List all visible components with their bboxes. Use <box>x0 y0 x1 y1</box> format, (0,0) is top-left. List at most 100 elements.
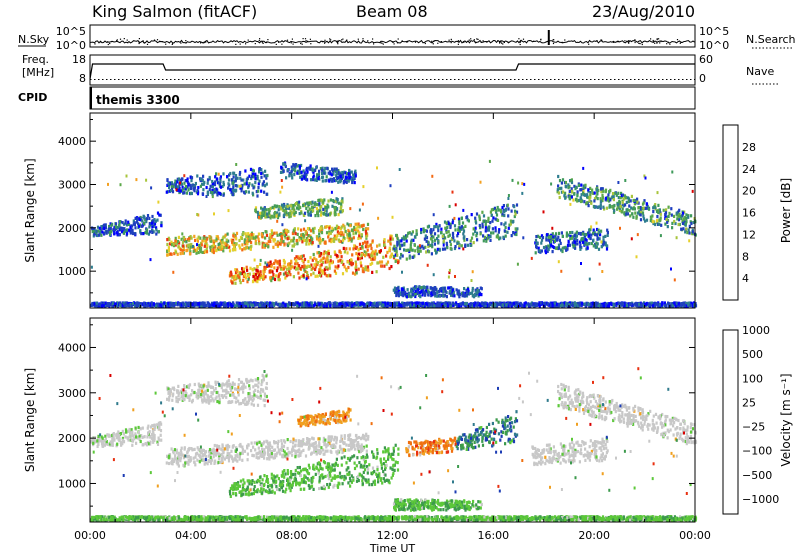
power-cell <box>630 206 633 210</box>
nsearch-point <box>414 41 417 43</box>
power-cell <box>302 254 305 258</box>
power-cell <box>302 204 305 208</box>
power-cell <box>210 245 214 249</box>
power-cell <box>176 180 179 184</box>
power-cell <box>414 249 417 253</box>
power-cell <box>250 240 253 244</box>
nsearch-point <box>502 43 504 45</box>
power-cell <box>309 234 312 238</box>
power-cell <box>586 193 589 197</box>
power-cell <box>479 232 482 236</box>
power-cell <box>206 191 209 195</box>
power-cell <box>460 216 463 221</box>
power-cell <box>443 286 446 290</box>
nsearch-point <box>322 41 324 43</box>
power-cell <box>267 245 270 249</box>
power-cell <box>176 303 179 307</box>
power-cell <box>275 231 278 235</box>
power-cell <box>442 289 445 293</box>
power-cell <box>627 196 630 200</box>
power-cell <box>225 245 228 250</box>
nsearch-point <box>612 41 615 43</box>
power-cell <box>491 219 494 223</box>
power-cell <box>232 247 235 252</box>
power-cell <box>325 209 328 213</box>
power-cell <box>340 255 343 259</box>
nsearch-point <box>628 42 630 44</box>
power-cell <box>449 222 452 226</box>
power-cell <box>280 233 284 237</box>
power-cell <box>231 242 235 246</box>
nsearch-point <box>172 42 174 45</box>
nsearch-point <box>519 41 521 43</box>
power-cell <box>500 222 503 226</box>
power-cell <box>261 275 264 279</box>
power-cell <box>482 239 485 243</box>
power-cell <box>189 175 192 179</box>
power-cell <box>390 234 393 238</box>
power-cell <box>555 232 558 236</box>
power-cell <box>359 236 362 240</box>
power-cell <box>299 206 302 210</box>
power-cell <box>504 207 508 211</box>
power-cell <box>197 235 200 239</box>
power-cell <box>177 245 180 249</box>
power-cell <box>562 190 565 194</box>
freq-tick-bottom: 8 <box>79 72 86 85</box>
power-cell <box>587 188 590 192</box>
power-cell <box>691 228 694 232</box>
power-cell <box>399 304 402 308</box>
power-cell <box>345 180 348 184</box>
power-cell <box>379 260 382 264</box>
nsearch-point <box>200 42 202 44</box>
power-cell <box>302 169 305 173</box>
power-cell <box>354 169 357 173</box>
power-cell <box>299 266 302 270</box>
power-cell <box>461 221 465 225</box>
power-cell <box>219 177 222 181</box>
power-cell <box>306 170 309 174</box>
power-cell <box>215 172 218 176</box>
power-cell <box>486 234 489 238</box>
power-cell <box>246 268 249 272</box>
power-cell <box>293 266 296 270</box>
power-cell <box>267 261 270 265</box>
power-cell <box>303 211 307 215</box>
power-cell <box>326 260 329 264</box>
power-cell <box>351 253 354 257</box>
power-cell <box>370 252 373 256</box>
power-cell <box>657 304 660 308</box>
power-cell <box>497 235 500 239</box>
power-cell <box>358 231 361 235</box>
power-cell <box>487 216 490 220</box>
power-cell <box>302 227 306 231</box>
power-cell <box>108 224 111 229</box>
power-cell <box>352 247 355 251</box>
power-cell <box>230 279 233 283</box>
nsky-trace <box>89 39 695 44</box>
power-cell <box>514 209 517 213</box>
power-cell <box>600 245 603 249</box>
power-cell <box>652 206 655 210</box>
power-cell <box>174 243 177 247</box>
power-cell <box>172 242 175 246</box>
power-cell <box>440 231 443 235</box>
power-cell <box>269 276 272 280</box>
power-cell <box>288 174 291 178</box>
power-cell <box>470 291 474 295</box>
power-cell <box>179 248 182 252</box>
power-cell <box>177 235 180 239</box>
nsearch-point <box>309 38 311 40</box>
power-cell <box>258 170 261 174</box>
power-cell <box>179 178 183 182</box>
power-cell <box>495 209 498 213</box>
power-cell <box>96 229 99 233</box>
power-cell <box>264 243 267 248</box>
power-cell <box>462 229 466 233</box>
nsearch-point <box>116 39 118 41</box>
power-cell <box>575 230 578 234</box>
power-cell <box>467 289 470 293</box>
power-cell <box>114 222 118 226</box>
power-cell <box>276 260 279 264</box>
power-cell <box>252 236 255 240</box>
